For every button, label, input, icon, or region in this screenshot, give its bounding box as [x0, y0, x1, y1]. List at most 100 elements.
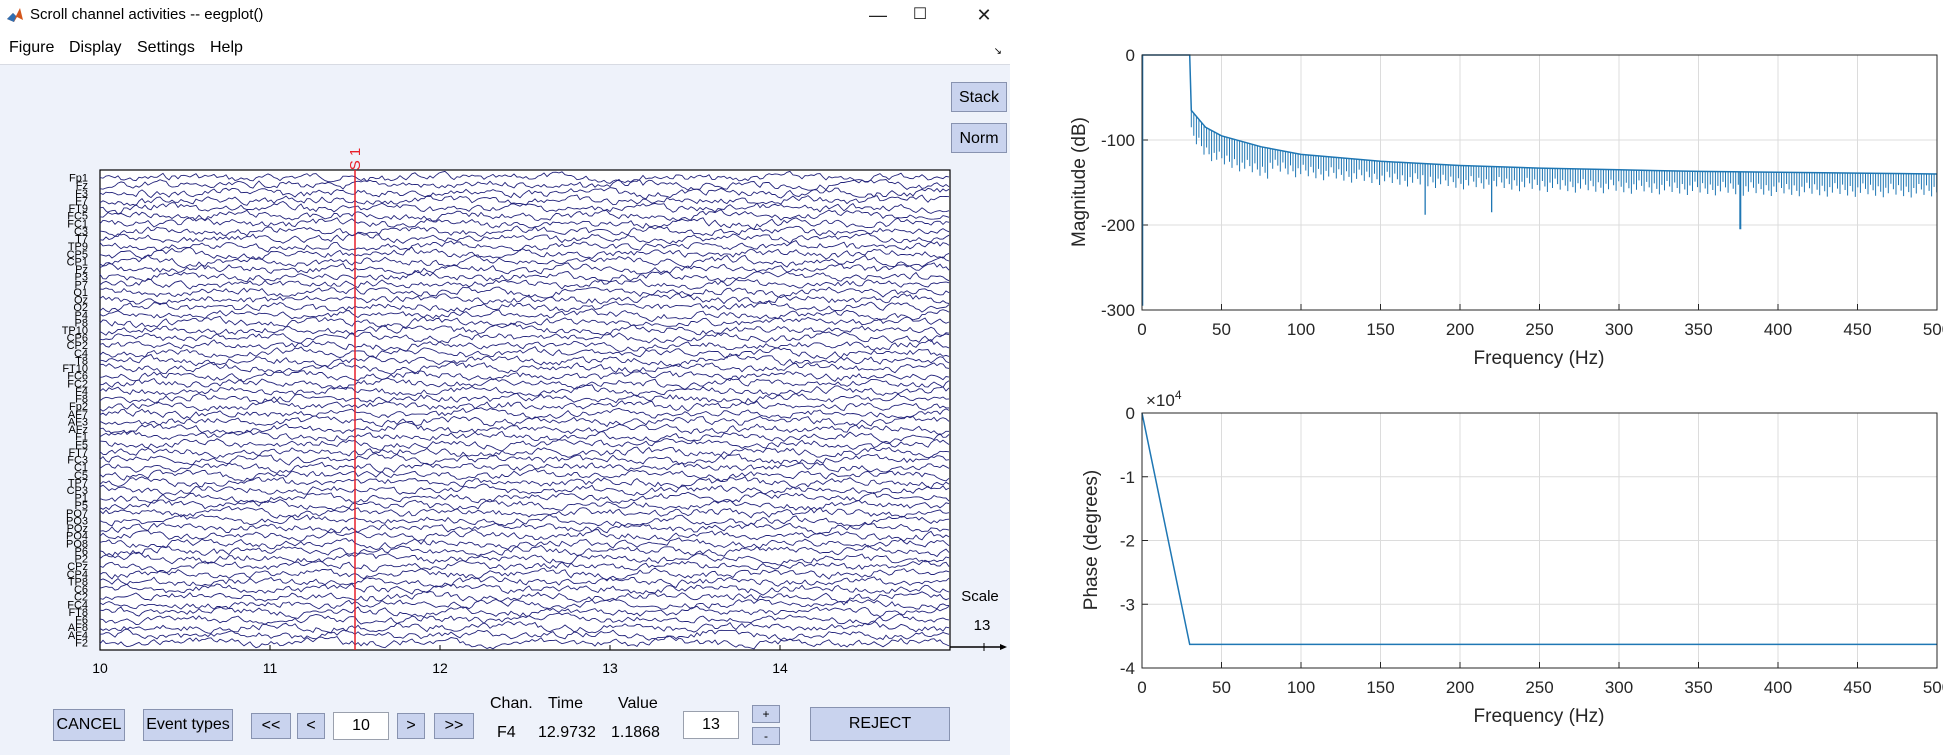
channel-label: FC1 [67, 218, 88, 230]
channel-label: FC3 [67, 455, 88, 467]
eeg-trace [99, 513, 950, 527]
channel-label: AF3 [68, 416, 88, 428]
channel-label: CP3 [67, 485, 88, 497]
channel-label: CP6 [67, 333, 88, 345]
eeg-trace [99, 187, 950, 200]
channel-label: Fz [76, 180, 88, 192]
channel-label: C5 [74, 470, 88, 482]
norm-button[interactable]: Norm [951, 123, 1007, 153]
reject-button[interactable]: REJECT [810, 707, 950, 741]
menu-figure[interactable]: Figure [9, 39, 55, 56]
x-tick-label: 12 [432, 660, 448, 676]
eeg-trace [99, 315, 950, 329]
prev-button[interactable]: < [297, 713, 325, 739]
channel-label: F4 [75, 386, 88, 398]
y-tick-label: 0 [1126, 46, 1135, 65]
channel-label: PO8 [66, 538, 88, 550]
cancel-button[interactable]: CANCEL [53, 709, 125, 741]
event-marker-label: S 1 [347, 148, 364, 171]
magnitude-chart: 0 50 100 150 200 250 300 350 400 450 500 0 -100 -200 -… [1069, 46, 1943, 369]
event-types-button[interactable]: Event types [143, 709, 233, 741]
y-tick-label: -4 [1120, 659, 1135, 678]
channel-label: FC6 [67, 371, 88, 383]
value-value: 1.1868 [611, 724, 660, 741]
x-tick-label: 100 [1287, 320, 1315, 339]
x-tick-label: 250 [1525, 678, 1553, 697]
eeg-trace [99, 452, 950, 466]
channel-label: FT8 [68, 607, 88, 619]
x-tick-label: 14 [772, 660, 788, 676]
eeg-trace [99, 597, 950, 610]
matlab-icon [7, 8, 23, 22]
y-tick-label: -1 [1120, 468, 1135, 487]
scale-arrow-icon [1000, 644, 1007, 650]
x-tick-label: 400 [1764, 678, 1792, 697]
chan-value: F4 [497, 724, 516, 741]
channel-label: FC5 [67, 211, 88, 223]
channel-label: C2 [74, 592, 88, 604]
channel-label: FC4 [67, 599, 88, 611]
eeg-trace [99, 399, 950, 412]
eeg-trace [99, 461, 950, 474]
magnitude-xlabel: Frequency (Hz) [1474, 348, 1605, 369]
last-page-button[interactable]: >> [434, 713, 474, 739]
phase-ylabel: Phase (degrees) [1081, 470, 1102, 610]
x-tick-label: 400 [1764, 320, 1792, 339]
close-button[interactable]: ✕ [976, 5, 992, 25]
channel-label: F8 [75, 394, 88, 406]
channel-label: FT9 [68, 203, 88, 215]
minimize-button[interactable]: — [869, 5, 887, 25]
menu-settings[interactable]: Settings [137, 39, 195, 56]
eeg-window: Scroll channel activities -- eegplot() —… [0, 0, 1010, 755]
eeg-trace [99, 544, 950, 558]
eeg-trace [99, 583, 950, 596]
channel-label: P8 [75, 317, 88, 329]
menu-display[interactable]: Display [69, 39, 122, 56]
window-title: Scroll channel activities -- eegplot() [30, 6, 264, 23]
phase-xlabel: Frequency (Hz) [1474, 706, 1605, 727]
eeg-trace [99, 491, 950, 504]
y-tick-label: -3 [1120, 595, 1135, 614]
maximize-button[interactable]: ☐ [912, 6, 928, 23]
x-tick-label: 250 [1525, 320, 1553, 339]
magnitude-ticks: 0 50 100 150 200 250 300 350 400 450 500 0 -100 -200 -… [1101, 46, 1943, 339]
channel-label: F2 [75, 637, 88, 649]
scale-decrease-button[interactable]: - [752, 727, 780, 745]
eeg-trace [99, 361, 950, 375]
channel-label: T7 [75, 234, 88, 246]
y-tick-label: -2 [1120, 532, 1135, 551]
eeg-plot[interactable]: Fp1FzF3F7FT9FC5FC1C3T7TP9CP5CP1PzP3P7O1O… [0, 65, 1010, 755]
channel-label: AF7 [68, 409, 88, 421]
eeg-trace [99, 225, 950, 238]
phase-axes-box [1141, 412, 1938, 669]
scale-increase-button[interactable]: + [752, 705, 780, 723]
eeg-trace [99, 551, 950, 566]
channel-label: TP10 [62, 325, 88, 337]
channel-label: PO3 [66, 515, 88, 527]
window-start-input[interactable]: 10 [333, 712, 389, 740]
phase-multiplier-base: ×10 [1146, 391, 1175, 410]
magnitude-axes-box [1141, 54, 1938, 311]
eeg-trace [99, 170, 950, 184]
eeg-trace [99, 522, 950, 535]
x-tick-label: 200 [1446, 678, 1474, 697]
channel-label: C4 [74, 348, 88, 360]
channel-label: CP2 [67, 340, 88, 352]
y-tick-label: 0 [1126, 404, 1135, 423]
scale-input[interactable]: 13 [683, 711, 739, 739]
eeg-trace [99, 178, 950, 191]
stack-button[interactable]: Stack [951, 82, 1007, 112]
menu-help[interactable]: Help [210, 39, 243, 56]
channel-label: Pz [75, 264, 88, 276]
channel-label: F7 [75, 195, 88, 207]
first-page-button[interactable]: << [251, 713, 291, 739]
channel-label: P1 [75, 493, 88, 505]
eeg-trace [99, 262, 950, 276]
channel-label: P7 [75, 279, 88, 291]
eeg-trace [99, 278, 950, 290]
dock-icon[interactable]: ↘ [993, 46, 1002, 57]
eeg-trace [99, 240, 950, 253]
next-button[interactable]: > [397, 713, 425, 739]
y-tick-label: -300 [1101, 301, 1135, 320]
magnitude-ylabel: Magnitude (dB) [1069, 117, 1090, 247]
